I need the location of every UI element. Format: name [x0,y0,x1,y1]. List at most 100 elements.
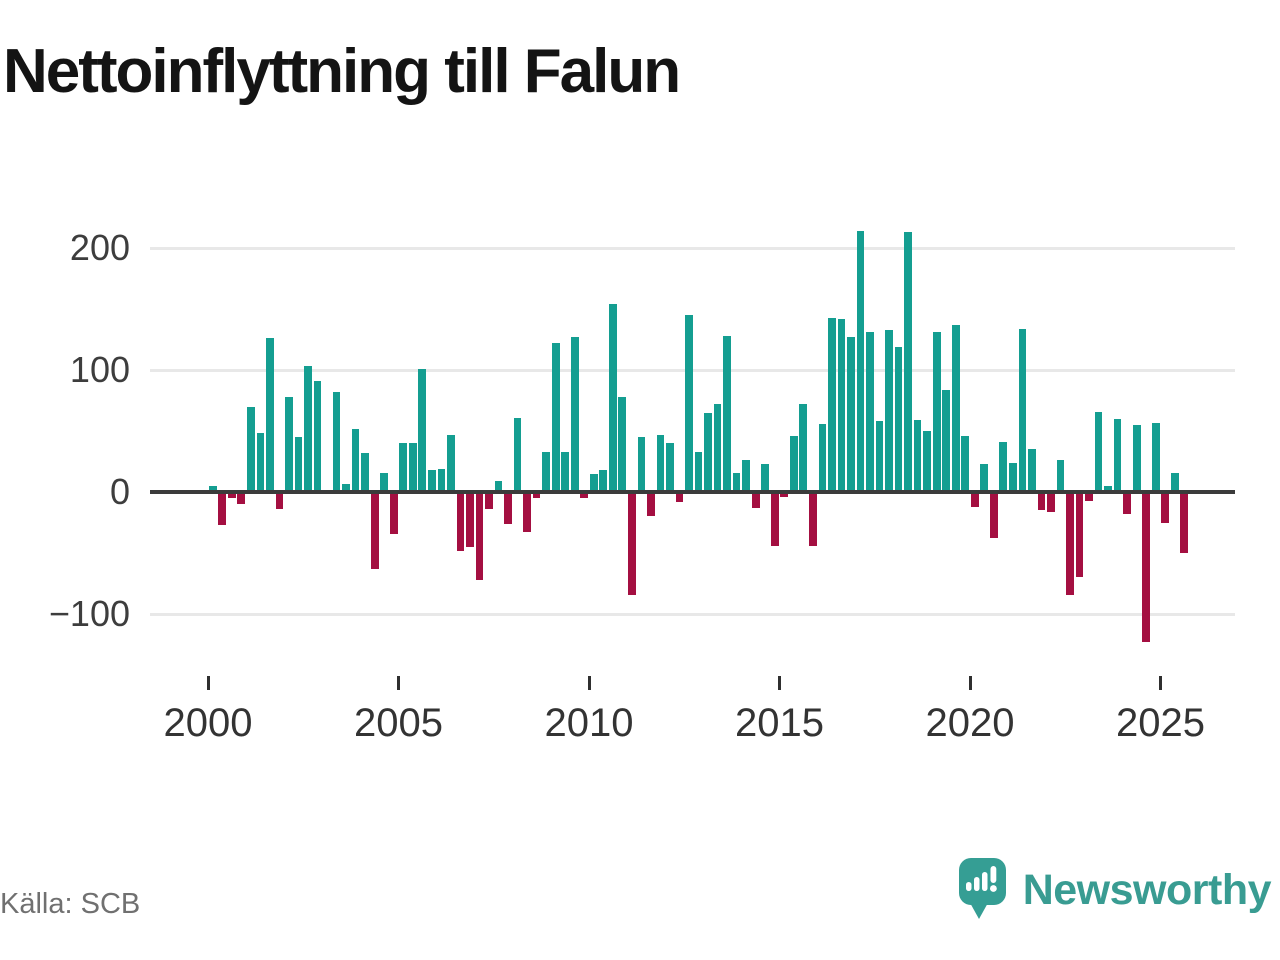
bar-2002-q1 [285,396,293,492]
x-axis-tick-2005 [397,676,400,690]
bar-2008-q2 [523,492,531,533]
bar-2000-q1 [208,485,217,492]
bar-2019-q3 [951,324,960,492]
bar-2009-q2 [561,451,570,492]
bar-2024-q2 [1132,424,1141,492]
x-axis-tick-label: 2025 [1116,701,1205,745]
bar-2007-q2 [485,492,493,510]
bar-2008-q3 [532,492,541,499]
bar-2006-q3 [456,492,465,551]
bar-2014-q4 [770,492,779,546]
chart-title: Nettoinflyttning till Falun [3,37,681,106]
bar-2018-q3 [913,420,922,492]
bar-2022-q1 [1047,492,1055,512]
bar-2014-q2 [751,492,760,508]
bar-2011-q3 [647,492,655,517]
x-axis-tick-label: 2005 [354,701,443,745]
source-label: Källa: SCB [0,888,141,920]
bar-2010-q3 [608,304,617,492]
bar-2003-q3 [342,483,350,492]
bar-2017-q3 [875,421,884,492]
gridline-y-200 [150,246,1235,250]
bar-2014-q1 [742,460,751,492]
bar-2008-q1 [513,417,522,492]
bar-2005-q4 [427,470,436,492]
newsworthy-logo-icon [958,857,1008,923]
bar-2007-q1 [475,492,484,580]
bar-2022-q3 [1066,492,1074,595]
bar-2006-q2 [447,434,455,492]
bar-2016-q4 [847,337,855,492]
bar-2022-q2 [1056,460,1065,492]
bar-2001-q2 [256,433,265,492]
bar-2013-q1 [704,412,712,492]
bar-2013-q4 [732,472,741,492]
x-axis-tick-label: 2010 [544,701,634,745]
y-axis-tick-label: −100 [48,593,130,634]
bar-2001-q1 [247,406,255,492]
bar-2001-q4 [275,492,284,510]
bar-2024-q4 [1151,422,1160,492]
bar-2008-q4 [542,451,550,492]
bar-2013-q2 [713,404,722,492]
bar-2003-q4 [351,428,360,492]
bar-2020-q2 [980,463,989,492]
bar-2006-q4 [466,492,474,547]
bar-2016-q1 [818,423,827,492]
bar-2020-q4 [999,442,1008,492]
y-axis-tick-label: 200 [69,227,130,268]
x-axis-tick-label: 2015 [735,701,824,745]
y-axis-tick-label: 0 [109,471,130,512]
bar-2019-q1 [932,332,941,492]
bar-2017-q1 [856,230,865,492]
bar-2005-q3 [418,368,427,492]
bar-2015-q4 [808,492,817,546]
bar-2018-q4 [923,431,931,492]
bar-2016-q3 [837,318,846,492]
bar-2000-q3 [227,492,236,499]
bar-2015-q1 [780,492,789,497]
bar-2011-q2 [637,437,646,492]
bar-2002-q4 [313,381,322,492]
bar-2012-q4 [694,451,703,492]
bar-2023-q4 [1113,418,1122,492]
bar-2021-q3 [1028,449,1036,492]
gridline-y-−100 [150,612,1235,616]
bar-2012-q3 [685,315,693,492]
bar-2005-q2 [408,443,417,492]
bar-2011-q4 [656,434,665,492]
bar-2024-q1 [1123,492,1132,514]
bar-2017-q2 [866,332,874,492]
bar-2023-q1 [1085,492,1093,501]
x-axis-tick-2025 [1159,676,1162,690]
bar-2020-q3 [989,492,998,539]
x-axis-tick-2020 [968,676,972,690]
x-axis-zero-line [150,490,1235,494]
bar-2023-q2 [1094,411,1103,492]
x-axis-tick-label: 2000 [163,701,253,745]
bar-2023-q3 [1104,485,1112,492]
bar-2021-q2 [1018,328,1027,492]
bar-2013-q3 [723,335,731,492]
bar-2024-q3 [1142,492,1151,643]
bar-2019-q4 [961,435,970,492]
bar-2004-q2 [370,492,379,569]
bar-2006-q1 [437,468,446,492]
bar-2015-q3 [799,404,808,492]
bar-2022-q4 [1075,492,1084,578]
bar-2015-q2 [789,435,798,492]
bar-2009-q4 [580,492,589,499]
bar-2025-q3 [1180,492,1189,553]
bar-2001-q3 [266,338,274,492]
newsworthy-wordmark: Newsworthy [1022,865,1272,914]
newsworthy-branding: Newsworthy [958,857,1272,923]
bar-2011-q1 [628,492,636,595]
bar-2025-q1 [1161,492,1170,523]
bar-2004-q1 [361,453,370,492]
bar-2007-q4 [504,492,512,524]
bar-2005-q1 [399,443,408,492]
y-axis-tick-label: 100 [69,349,130,390]
bar-2014-q3 [761,463,770,492]
